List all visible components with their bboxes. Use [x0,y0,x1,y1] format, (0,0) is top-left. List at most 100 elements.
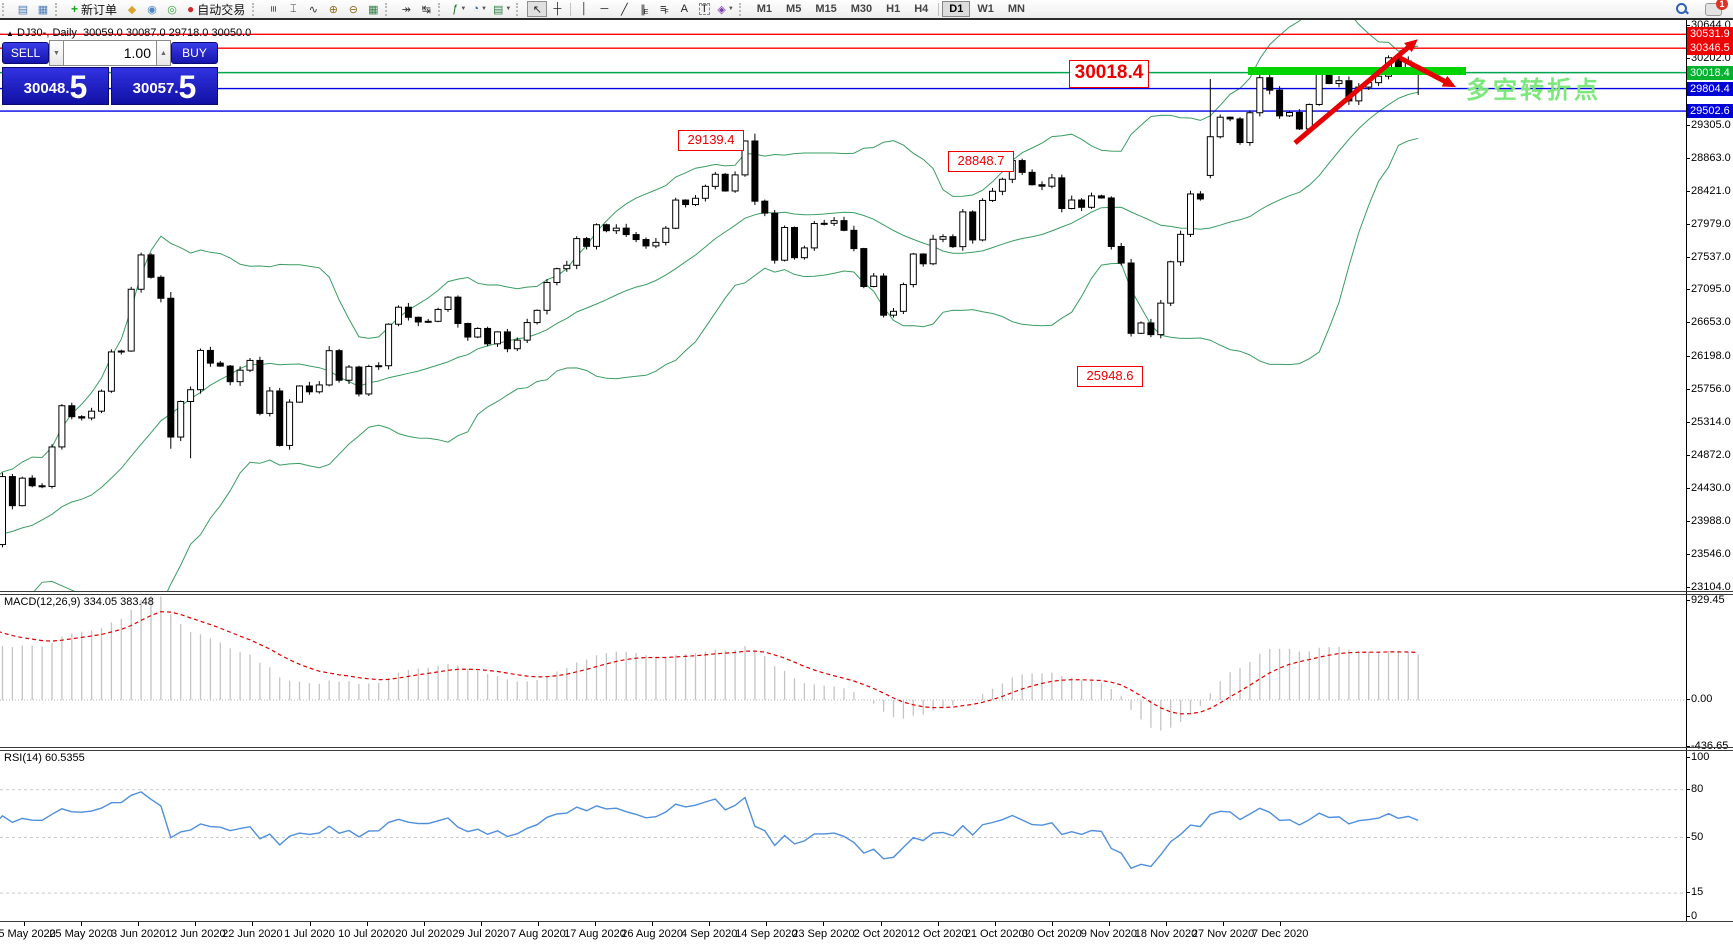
rsi-axis-tick: 80 [1685,782,1704,795]
timeframe-w1[interactable]: W1 [977,3,994,15]
auto-scroll-icon[interactable]: ↠ [401,3,411,16]
toolbar: ▤ ▦ + 新订单 ◆ ◉ ◎ ● 自动交易 ≡ ⌶ ∿ ⊕ ⊖ ▦ ↠ ↹ ƒ ▼ ◔ ▼ ▤ ▼ ↖ ┼ │ ─ ╱ ∥ E ≡ F A T ◈… [0,0,1733,18]
indicators-button[interactable]: ƒ ▼ [452,3,467,15]
date-axis-label: 29 Jul 2020 [452,928,510,940]
equidistant-channel-icon[interactable]: ∥ E [640,3,649,17]
date-axis-label: 18 Nov 2020 [1134,928,1198,940]
chat-icon[interactable]: 1 [1705,0,1728,16]
volume-input[interactable]: 1.00 [64,40,156,66]
autotrading-icon: ● [187,2,195,16]
horizontal-line-icon[interactable]: ─ [600,3,609,15]
price-callout[interactable]: 30018.4 [1069,60,1149,88]
price-axis-tick: 23104.0 [1686,580,1731,593]
panel-splitter[interactable] [0,747,1733,748]
date-axis-label: 30 Oct 2020 [1021,928,1082,940]
buy-button[interactable]: BUY [171,42,218,64]
toolbar-grip [385,2,392,16]
date-axis-tick [309,922,311,926]
bar-chart-icon[interactable]: ≡ [267,5,280,13]
price-axis-tick: 27979.0 [1686,217,1731,230]
macd-panel[interactable] [0,594,1686,747]
timeframe-h4[interactable]: H4 [914,3,929,15]
timeframe-m30[interactable]: M30 [850,3,873,15]
new-order-button-label: 新订单 [81,2,118,17]
date-axis-tick [1280,922,1282,926]
chart-title: ▲ DJ30-, Daily 30059.0 30087.0 29718.0 3… [6,27,251,39]
text-label-icon[interactable]: T [698,3,710,15]
vertical-line-icon[interactable]: │ [580,3,588,15]
date-axis-tick [480,922,482,926]
chart-shift-icon[interactable]: ↹ [421,3,431,16]
search-icon[interactable] [1675,2,1689,16]
trendline-icon[interactable]: ╱ [621,3,628,16]
turning-point-annotation[interactable]: 多空转折点 [1466,77,1601,104]
price-axis-tick: 24430.0 [1686,482,1731,495]
price-callout[interactable]: 25948.6 [1077,366,1143,387]
date-axis-tick [1223,922,1225,926]
fibonacci-icon[interactable]: ≡ F [659,3,669,16]
timeframe-m5[interactable]: M5 [786,3,802,15]
price-callout[interactable]: 29139.4 [678,130,744,151]
date-axis-label: 9 Nov 2020 [1080,928,1138,940]
date-axis-tick [537,922,539,926]
date-axis-label: 26 Aug 2020 [621,928,683,940]
date-axis-label: 7 Aug 2020 [510,928,566,940]
trend-arrow-annotation[interactable] [1398,55,1459,92]
crosshair-icon[interactable]: ┼ [553,3,562,15]
signals-icon[interactable]: ◎ [167,3,177,16]
line-chart-icon[interactable]: ∿ [308,3,318,16]
new-order-button[interactable]: + 新订单 [66,1,122,17]
timeframe-mn[interactable]: MN [1007,3,1025,15]
panel-splitter[interactable] [0,591,1733,592]
sell-price-big: 5 [69,69,88,105]
buy-price-big: 5 [178,69,197,105]
toolbar-grip [516,2,523,16]
new-order-icon: + [71,2,79,16]
metaeditor-icon[interactable]: ◆ [127,3,137,16]
date-axis-tick [823,922,825,926]
tile-windows-icon[interactable]: ▦ [368,3,379,16]
profiles-icon[interactable]: ▦ [37,3,49,16]
macd-axis-tick: -436.65 [1685,739,1729,752]
sell-button[interactable]: SELL [2,42,49,64]
templates-button[interactable]: ▤ ▼ [492,3,512,16]
autotrading-button[interactable]: ● 自动交易 [182,1,250,17]
market-icon[interactable]: ◉ [147,3,157,16]
volume-increase-button[interactable]: ▲ [156,40,171,66]
zoom-in-icon[interactable]: ⊕ [328,3,338,16]
macd-axis-tick: 0.00 [1685,693,1713,705]
timeframe-d1[interactable]: D1 [942,1,971,17]
timeframe-m1[interactable]: M1 [756,3,773,15]
macd-axis-tick: 929.45 [1686,594,1725,606]
rsi-panel[interactable] [0,750,1686,921]
sell-price[interactable]: 30048. 5 [2,67,109,105]
resistance-bar-annotation[interactable] [1248,67,1466,75]
date-axis-label: 17 Aug 2020 [564,928,626,940]
price-axis-tick: 23988.0 [1686,514,1731,527]
zoom-out-icon[interactable]: ⊖ [348,3,358,16]
price-callout[interactable]: 28848.7 [948,151,1014,172]
cursor-icon[interactable]: ↖ [527,1,548,17]
date-axis-tick [81,922,83,926]
candlestick-chart-icon[interactable]: ⌶ [289,2,297,15]
arrows-button[interactable]: ◈ ▼ [717,3,734,16]
main-chart[interactable] [0,20,1686,591]
panel-splitter[interactable] [0,750,1733,751]
date-axis-tick [1108,922,1110,926]
new-chart-icon[interactable]: ▤ [17,3,29,16]
date-axis-tick [880,922,882,926]
symbol-marker-icon: ▲ [6,29,14,38]
date-axis-label: 2 Oct 2020 [853,928,908,940]
date-axis-tick [24,922,25,926]
periods-button[interactable]: ◔ ▼ [472,3,487,15]
timeframe-m15[interactable]: M15 [815,3,837,15]
timeframe-h1[interactable]: H1 [886,3,901,15]
notification-badge: 1 [1716,0,1728,10]
date-axis-label: 14 Sep 2020 [735,928,798,940]
panel-splitter[interactable] [0,594,1733,595]
text-icon[interactable]: A [680,3,689,15]
price-axis-tick: 23546.0 [1686,547,1731,560]
volume-decrease-button[interactable]: ▼ [49,40,64,66]
buy-price[interactable]: 30057. 5 [111,67,218,105]
trend-arrow-annotation[interactable] [1293,35,1422,145]
